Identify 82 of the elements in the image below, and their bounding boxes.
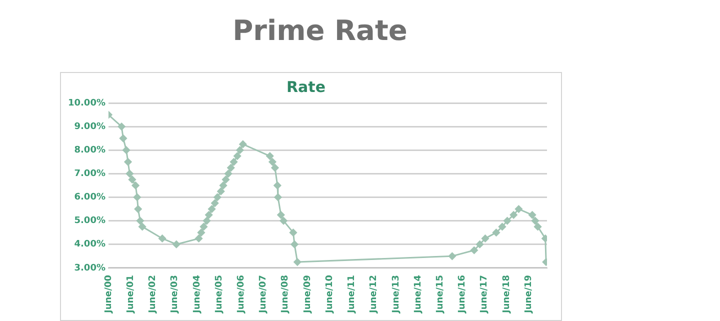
point	[195, 234, 203, 242]
point	[208, 205, 216, 213]
x-tick-label: June/08	[280, 274, 291, 314]
point	[134, 205, 142, 213]
point	[268, 158, 276, 166]
point	[136, 217, 144, 225]
chart-subtitle: Rate	[286, 78, 326, 96]
y-tick-label: 8.00%	[74, 145, 106, 156]
point	[234, 152, 242, 160]
x-tick-label: June/03	[170, 274, 180, 314]
point	[534, 222, 542, 230]
point	[510, 211, 518, 219]
point	[197, 228, 205, 236]
x-tick-label: June/14	[413, 274, 424, 314]
point	[230, 158, 238, 166]
point	[222, 176, 230, 184]
x-tick-label: June/11	[347, 274, 358, 314]
point	[274, 182, 282, 190]
point	[492, 228, 500, 236]
point	[211, 199, 219, 207]
point	[217, 188, 225, 196]
x-tick-label: June/10	[324, 274, 335, 314]
point	[290, 240, 298, 248]
x-tick-label: June/00	[104, 274, 114, 314]
point	[481, 234, 489, 242]
point	[220, 182, 228, 190]
point	[239, 140, 247, 148]
y-tick-label: 3.00%	[74, 263, 106, 274]
point	[119, 134, 127, 142]
point	[470, 246, 478, 254]
y-tick-label: 9.00%	[74, 122, 106, 132]
x-tick-label: June/17	[480, 274, 490, 314]
point	[200, 222, 208, 230]
point	[126, 170, 134, 178]
point	[133, 193, 141, 201]
x-tick-label: June/13	[391, 274, 402, 314]
x-tick-label: June/06	[236, 274, 246, 314]
point	[205, 211, 213, 219]
x-tick-label: June/19	[524, 274, 534, 314]
point	[214, 193, 222, 201]
point	[504, 217, 512, 225]
y-tick-label: 6.00%	[74, 192, 106, 203]
x-tick-label: June/16	[458, 274, 468, 314]
point	[528, 211, 536, 219]
point	[132, 182, 140, 190]
y-tick-label: 5.00%	[74, 216, 106, 226]
point	[294, 258, 302, 266]
y-tick-label: 10.00%	[68, 98, 106, 108]
point	[172, 240, 180, 248]
point	[158, 234, 166, 242]
x-tick-label: June/18	[502, 274, 512, 314]
y-tick-label: 7.00%	[74, 169, 106, 180]
chart-title: Prime Rate	[232, 14, 408, 47]
point	[271, 164, 279, 172]
point	[122, 146, 130, 154]
point	[476, 240, 484, 248]
x-tick-label: June/02	[148, 274, 158, 314]
x-tick-label: June/09	[302, 274, 313, 314]
point	[277, 211, 285, 219]
point	[203, 217, 210, 225]
y-tick-label: 4.00%	[74, 240, 106, 250]
point	[274, 193, 282, 201]
x-tick-label: June/12	[369, 274, 380, 314]
point	[118, 122, 126, 130]
point	[289, 228, 297, 236]
x-tick-label: June/15	[436, 274, 446, 314]
x-tick-label: June/07	[258, 274, 269, 314]
point	[498, 222, 506, 230]
point	[448, 252, 456, 260]
point	[227, 164, 235, 172]
point	[128, 176, 136, 184]
x-tick-label: June/04	[192, 274, 202, 314]
point	[280, 217, 288, 225]
point	[266, 152, 274, 160]
point	[514, 205, 522, 213]
x-tick-label: June/05	[214, 274, 224, 314]
point	[531, 217, 539, 225]
point	[236, 146, 244, 154]
point	[124, 158, 132, 166]
x-tick-label: June/01	[126, 274, 136, 314]
point	[224, 170, 232, 178]
point	[138, 222, 146, 230]
